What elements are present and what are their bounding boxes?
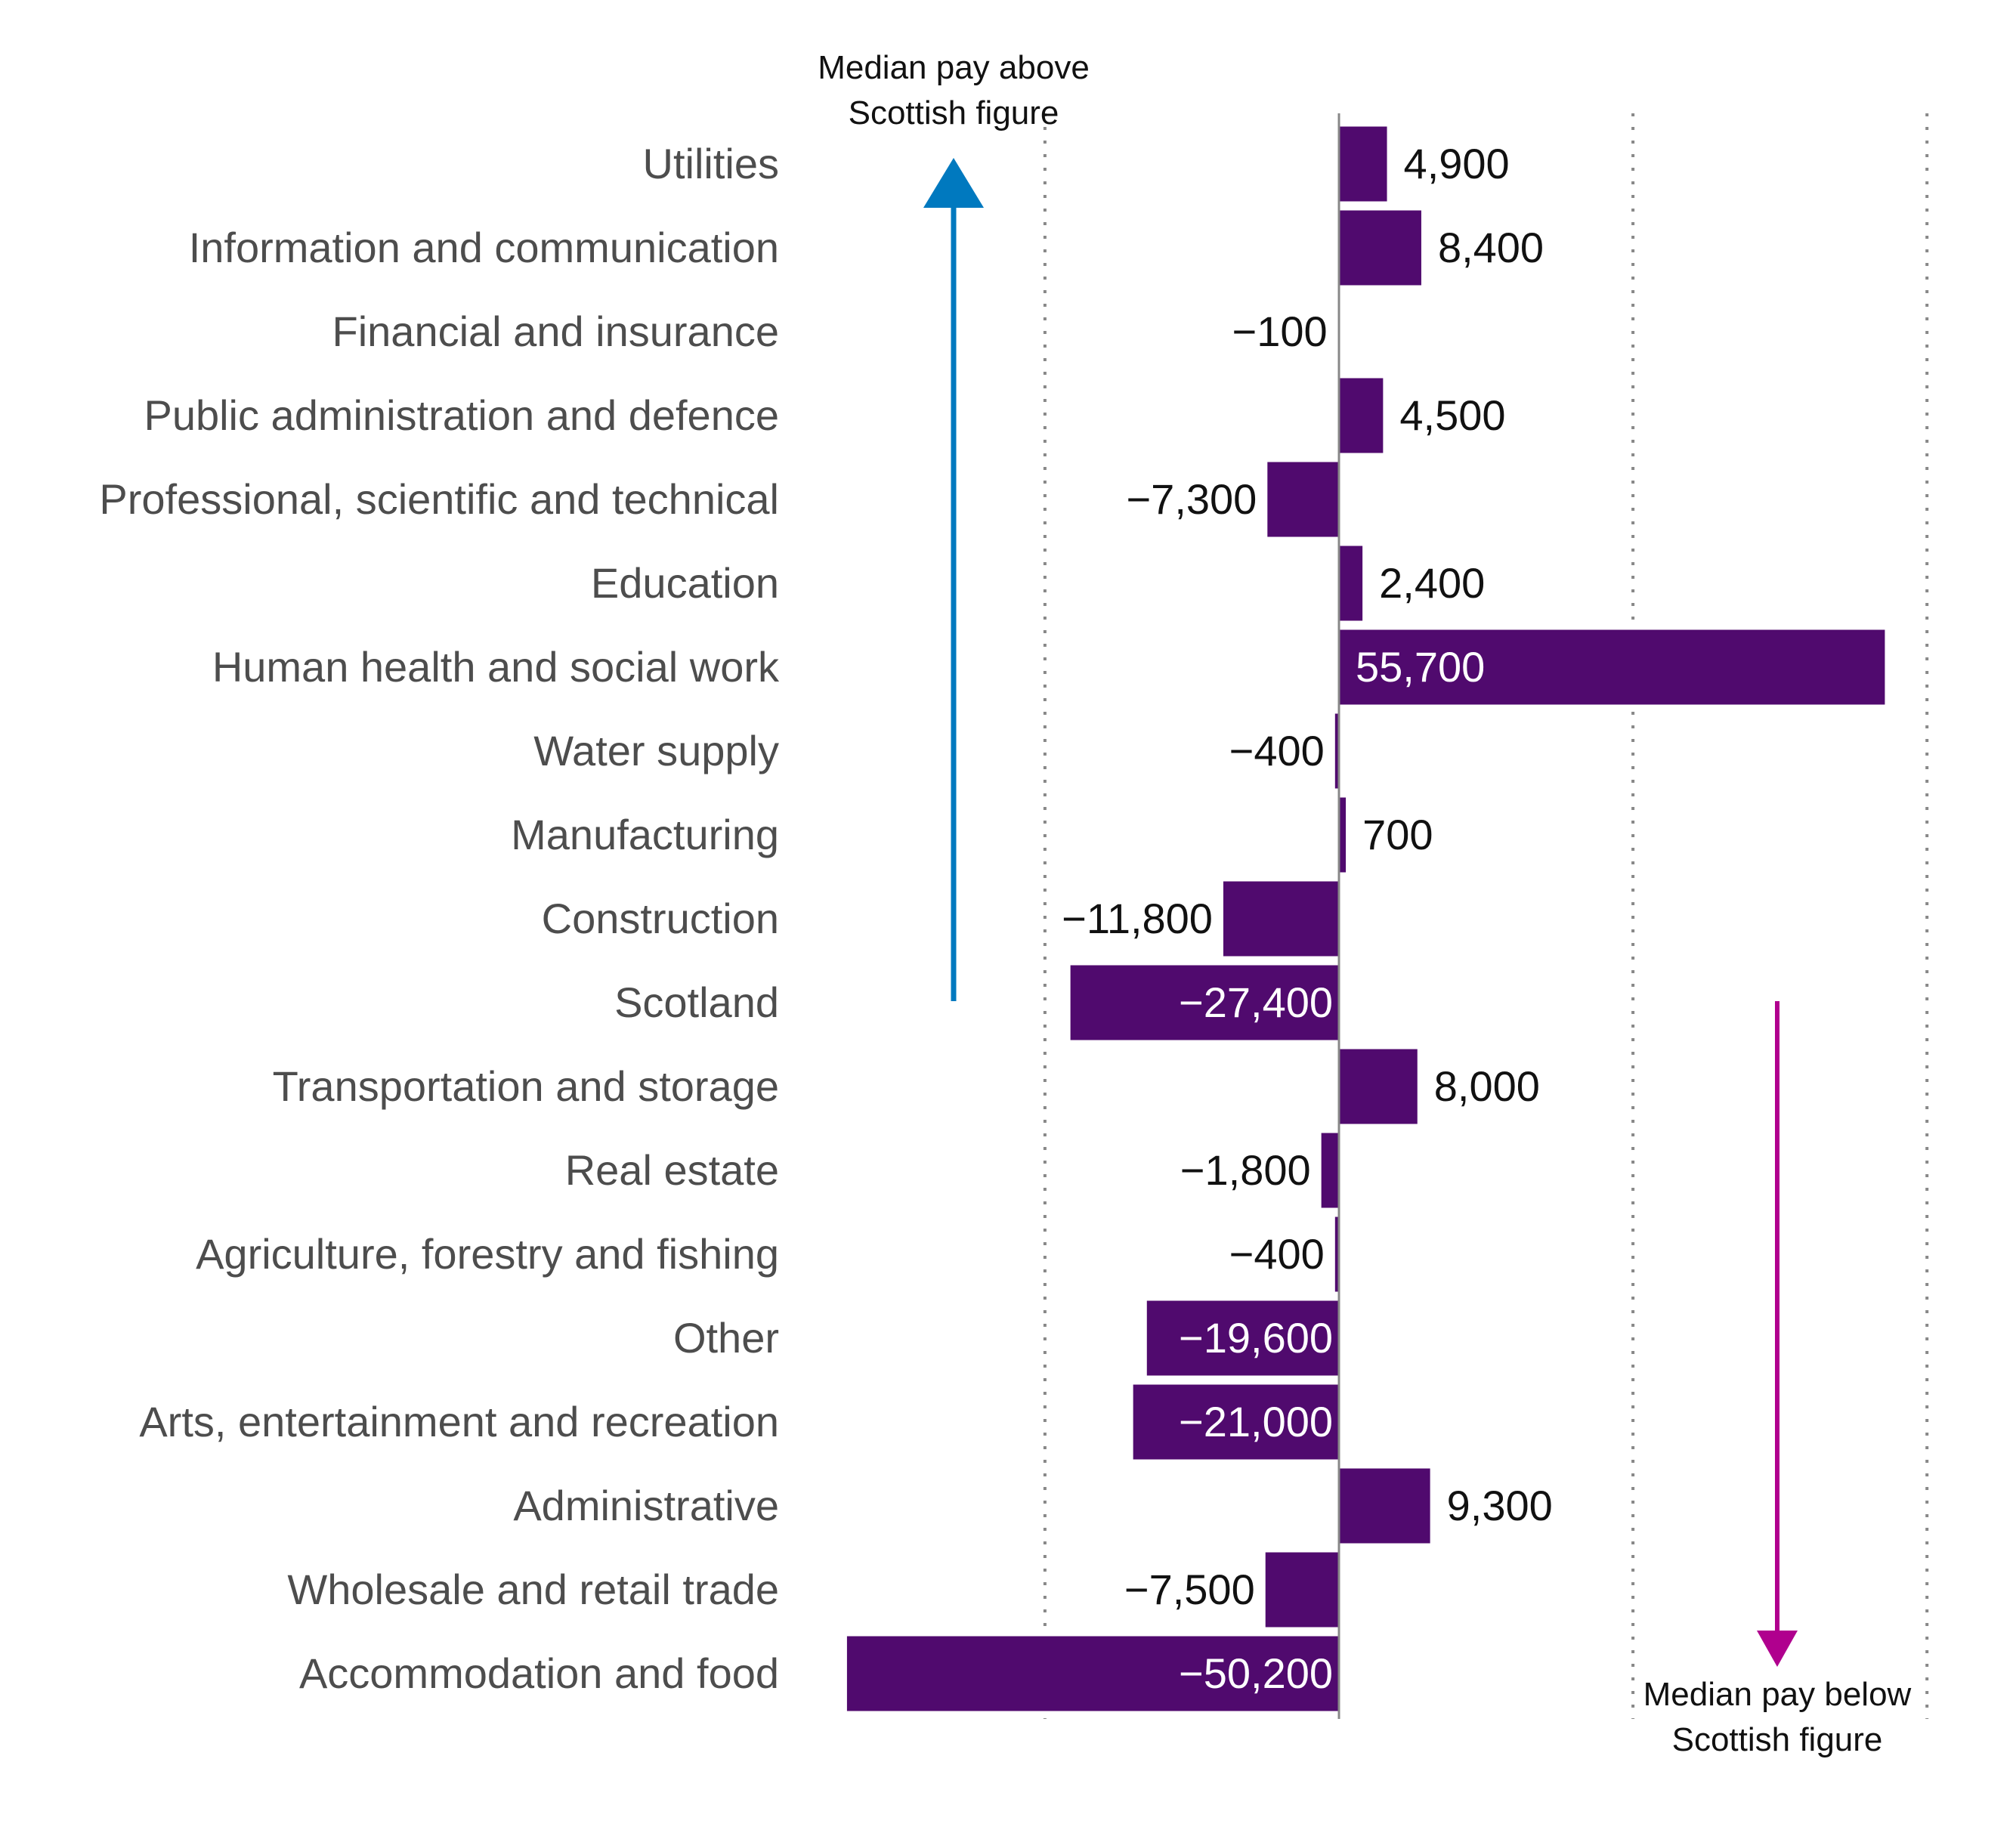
category-label: Arts, entertainment and recreation xyxy=(139,1398,779,1445)
below-annotation: Median pay below Scottish figure xyxy=(1643,1001,1912,1758)
bar xyxy=(1223,881,1339,957)
above-annotation-line1: Median pay above xyxy=(818,49,1090,86)
bar xyxy=(1339,210,1421,286)
category-label: Scotland xyxy=(614,978,779,1026)
bar xyxy=(1070,965,1339,1040)
category-label: Water supply xyxy=(533,727,779,774)
value-label: −27,400 xyxy=(1179,978,1333,1026)
category-label: Administrative xyxy=(513,1482,779,1529)
bar xyxy=(1334,713,1339,789)
value-label: −400 xyxy=(1229,727,1325,774)
category-label: Manufacturing xyxy=(511,811,779,858)
bar xyxy=(1133,1384,1339,1460)
category-label: Utilities xyxy=(643,140,779,187)
bar xyxy=(1267,462,1339,537)
bar xyxy=(1339,546,1363,621)
value-label: 55,700 xyxy=(1356,643,1485,691)
value-label: 8,400 xyxy=(1438,224,1544,271)
above-annotation: Median pay above Scottish figure xyxy=(818,49,1090,1001)
bar xyxy=(1265,1552,1339,1628)
value-label: −19,600 xyxy=(1179,1314,1333,1362)
below-annotation-line2: Scottish figure xyxy=(1672,1721,1883,1758)
category-label: Information and communication xyxy=(189,224,779,271)
bar xyxy=(1339,1049,1418,1124)
value-label: 9,300 xyxy=(1447,1482,1553,1529)
value-label: −11,800 xyxy=(1062,895,1213,942)
above-annotation-line2: Scottish figure xyxy=(849,94,1059,131)
value-label: −50,200 xyxy=(1179,1649,1333,1697)
category-label: Human health and social work xyxy=(212,643,780,691)
below-annotation-line1: Median pay below xyxy=(1643,1676,1912,1713)
bar xyxy=(1334,1216,1339,1292)
category-label: Public administration and defence xyxy=(144,391,779,439)
gridlines xyxy=(1043,113,1929,1719)
value-label: −1,800 xyxy=(1180,1146,1311,1194)
category-label: Education xyxy=(591,559,779,607)
category-label: Accommodation and food xyxy=(299,1649,779,1697)
category-label: Transportation and storage xyxy=(273,1062,779,1110)
category-labels: Utilities Information and communication Fi… xyxy=(99,140,780,1697)
value-label: −7,500 xyxy=(1124,1566,1255,1613)
category-label: Real estate xyxy=(565,1146,779,1194)
value-label: 4,500 xyxy=(1399,391,1505,439)
category-label: Agriculture, forestry and fishing xyxy=(196,1230,779,1278)
category-label: Financial and insurance xyxy=(332,308,779,355)
category-label: Professional, scientific and technical xyxy=(99,475,779,523)
bar xyxy=(1339,1468,1430,1544)
bar xyxy=(1146,1300,1339,1376)
down-arrow-head xyxy=(1757,1631,1798,1667)
category-label: Wholesale and retail trade xyxy=(287,1566,779,1613)
bar xyxy=(1339,126,1387,202)
value-label: −21,000 xyxy=(1179,1398,1333,1445)
bars xyxy=(846,126,1885,1711)
value-label: 8,000 xyxy=(1434,1062,1540,1110)
up-arrow-head xyxy=(923,158,984,208)
value-label: −400 xyxy=(1229,1230,1325,1278)
value-label: 2,400 xyxy=(1379,559,1485,607)
value-labels: 4,900 8,400 −100 4,500 −7,300 2,400 55,700 −400… xyxy=(1062,140,1553,1697)
bar xyxy=(1321,1133,1339,1208)
value-label: −7,300 xyxy=(1126,475,1257,523)
bar xyxy=(1339,378,1384,453)
bar xyxy=(1339,797,1347,873)
value-label: 700 xyxy=(1362,811,1433,858)
category-label: Other xyxy=(673,1314,779,1362)
value-label: −100 xyxy=(1232,308,1328,355)
bar xyxy=(1339,629,1885,705)
value-label: 4,900 xyxy=(1404,140,1510,187)
bar xyxy=(846,1636,1339,1711)
category-label: Construction xyxy=(542,895,779,942)
